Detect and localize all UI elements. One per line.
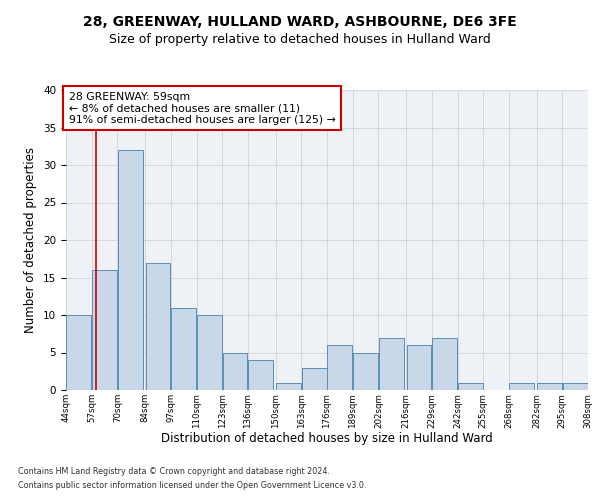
Bar [563, 382, 587, 390]
Text: Size of property relative to detached houses in Hulland Ward: Size of property relative to detached ho… [109, 32, 491, 46]
Text: Contains HM Land Registry data © Crown copyright and database right 2024.: Contains HM Land Registry data © Crown c… [18, 467, 330, 476]
Bar [537, 382, 562, 390]
Bar [146, 262, 170, 390]
Text: 28 GREENWAY: 59sqm
← 8% of detached houses are smaller (11)
91% of semi-detached: 28 GREENWAY: 59sqm ← 8% of detached hous… [68, 92, 335, 124]
Bar [171, 308, 196, 390]
Bar [509, 382, 534, 390]
Text: 28, GREENWAY, HULLAND WARD, ASHBOURNE, DE6 3FE: 28, GREENWAY, HULLAND WARD, ASHBOURNE, D… [83, 15, 517, 29]
X-axis label: Distribution of detached houses by size in Hulland Ward: Distribution of detached houses by size … [161, 432, 493, 445]
Y-axis label: Number of detached properties: Number of detached properties [25, 147, 37, 333]
Bar [458, 382, 483, 390]
Bar [223, 352, 247, 390]
Bar [276, 382, 301, 390]
Bar [353, 352, 378, 390]
Bar [432, 338, 457, 390]
Text: Contains public sector information licensed under the Open Government Licence v3: Contains public sector information licen… [18, 481, 367, 490]
Bar [197, 315, 222, 390]
Bar [328, 345, 352, 390]
Bar [407, 345, 431, 390]
Bar [92, 270, 117, 390]
Bar [379, 338, 404, 390]
Bar [248, 360, 273, 390]
Bar [67, 315, 91, 390]
Bar [302, 368, 326, 390]
Bar [118, 150, 143, 390]
